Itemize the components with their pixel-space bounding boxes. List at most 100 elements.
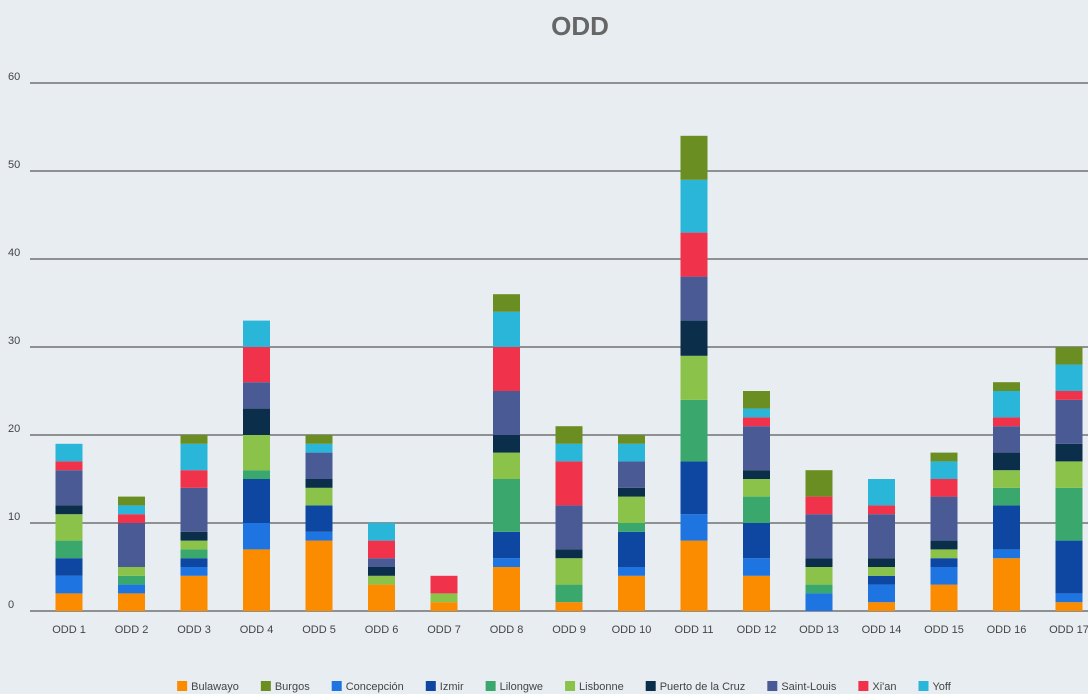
bar-segment <box>930 496 958 541</box>
bar-segment <box>993 487 1020 506</box>
bar-segment <box>243 479 270 523</box>
bar-segment <box>180 487 208 532</box>
bar-segment <box>305 505 333 532</box>
x-tick-label: ODD 9 <box>552 624 586 636</box>
bar-segment <box>618 461 645 488</box>
legend-swatch <box>767 681 778 691</box>
bar-segment <box>743 470 770 479</box>
bar-segment <box>55 505 83 515</box>
bar-segment <box>555 505 583 550</box>
bar-segment <box>618 443 645 462</box>
bar-segment <box>493 531 520 559</box>
bar-segment <box>243 435 270 471</box>
bar-segment <box>118 575 145 585</box>
bar-segment <box>743 558 770 576</box>
bar-segment <box>868 505 895 515</box>
y-tick-label: 0 <box>8 599 14 611</box>
bar-segment <box>368 558 395 567</box>
x-tick-label: ODD 1 <box>52 624 86 636</box>
bar-segment <box>618 487 645 497</box>
y-tick-label: 20 <box>8 423 20 435</box>
bar-segment <box>118 584 145 594</box>
bar-segment <box>368 567 395 576</box>
bar-segment <box>555 558 583 585</box>
bar-segment <box>1055 364 1083 391</box>
bar-segment <box>993 452 1020 471</box>
bar-segment <box>805 496 833 515</box>
bar-segment <box>430 575 458 594</box>
bar-segment <box>180 567 208 576</box>
bar-segment <box>805 470 833 497</box>
x-tick-label: ODD 6 <box>365 624 399 636</box>
bar-segment <box>680 461 708 515</box>
legend-label: Lilongwe <box>500 681 543 693</box>
legend-label: Saint-Louis <box>781 681 837 693</box>
bar-segment <box>55 540 83 559</box>
bar-segment <box>680 320 708 356</box>
bar-segment <box>243 549 270 611</box>
bar-segment <box>555 443 583 462</box>
bar-segment <box>243 347 270 383</box>
legend-swatch <box>565 681 576 691</box>
bar-segment <box>430 602 458 611</box>
bar-segment <box>993 382 1020 391</box>
bar-segment <box>118 593 145 611</box>
bar-segment <box>55 575 83 594</box>
bar-segment <box>930 452 958 462</box>
y-tick-label: 10 <box>8 511 20 523</box>
bar-segment <box>680 399 708 462</box>
bar-segment <box>305 540 333 611</box>
x-tick-label: ODD 4 <box>240 624 274 636</box>
bar-segment <box>493 479 520 532</box>
bar-segment <box>493 311 520 347</box>
bar-segment <box>180 435 208 444</box>
bar-segment <box>805 584 833 594</box>
bar-segment <box>993 470 1020 488</box>
bar-segment <box>180 470 208 488</box>
bar-segment <box>1055 593 1083 603</box>
bar-segment <box>118 496 145 506</box>
x-tick-label: ODD 8 <box>490 624 524 636</box>
bar-segment <box>805 558 833 567</box>
bar-segment <box>680 135 708 180</box>
bar-segment <box>180 558 208 567</box>
bar-segment <box>55 443 83 462</box>
bar-segment <box>805 514 833 559</box>
bar-segment <box>493 435 520 453</box>
y-tick-label: 30 <box>8 335 20 347</box>
legend-swatch <box>645 681 656 691</box>
bar-segment <box>305 435 333 444</box>
bar-segment <box>555 426 583 444</box>
bar-segment <box>930 567 958 585</box>
bar-segment <box>305 487 333 506</box>
bar-segment <box>243 320 270 347</box>
legend-swatch <box>485 681 496 691</box>
bar-segment <box>305 452 333 479</box>
bar-segment <box>55 514 83 541</box>
bar-segment <box>680 540 708 611</box>
bar-segment <box>118 523 145 567</box>
bar-segment <box>118 514 145 523</box>
legend-swatch <box>177 681 188 691</box>
bar-segment <box>55 558 83 576</box>
bar-segment <box>555 549 583 559</box>
bar-segment <box>743 391 770 409</box>
legend-label: Bulawayo <box>191 681 239 693</box>
bar-segment <box>680 514 708 541</box>
legend-label: Yoff <box>932 681 951 693</box>
bar-segment <box>805 593 833 611</box>
bar-segment <box>305 443 333 453</box>
bar-segment <box>368 575 395 585</box>
bar-segment <box>930 461 958 479</box>
legend-label: Burgos <box>275 681 310 693</box>
bar-segment <box>868 567 895 576</box>
bar-segment <box>1055 347 1083 365</box>
bar-segment <box>743 408 770 418</box>
bar-segment <box>680 276 708 321</box>
bar-segment <box>868 602 895 611</box>
bar-segment <box>868 575 895 585</box>
bar-segment <box>680 179 708 233</box>
bar-segment <box>368 523 395 541</box>
legend-label: Concepción <box>346 681 404 693</box>
bar-segment <box>993 505 1020 550</box>
